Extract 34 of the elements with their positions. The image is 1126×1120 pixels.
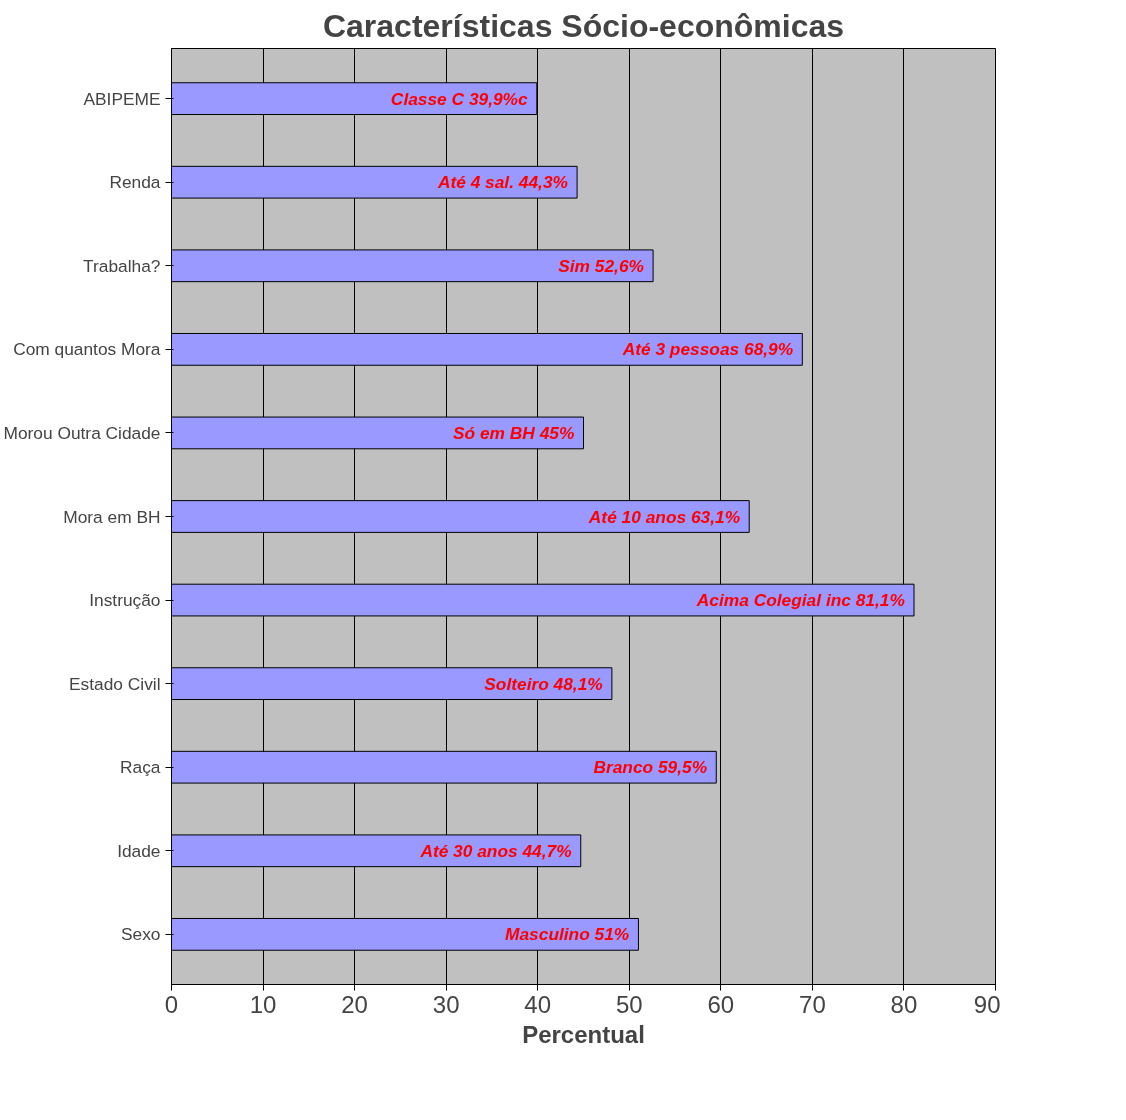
x-tick-label: 10 <box>249 990 277 1018</box>
x-tick-label: 50 <box>615 990 643 1018</box>
data-label: Até 4 sal. 44,3% <box>436 172 568 193</box>
data-label: Solteiro 48,1% <box>484 673 603 694</box>
data-label: Só em BH 45% <box>453 422 575 443</box>
y-tick-label: Estado Civil <box>69 673 161 694</box>
chart-title: Características Sócio-econômicas <box>322 7 845 44</box>
data-label: Até 10 anos 63,1% <box>587 506 741 527</box>
x-tick-label: 60 <box>707 990 735 1018</box>
data-label: Até 3 pessoas 68,9% <box>621 339 794 360</box>
x-tick-label: 90 <box>973 990 1001 1018</box>
x-tick-label: 80 <box>890 990 918 1018</box>
data-label: Masculino 51% <box>505 924 630 945</box>
x-tick-label: 0 <box>164 990 179 1018</box>
y-tick-label: Morou Outra Cidade <box>3 422 161 443</box>
y-tick-label: Raça <box>120 757 161 778</box>
data-label: Até 30 anos 44,7% <box>419 840 572 861</box>
y-tick-label: Mora em BH <box>63 506 161 527</box>
y-tick-label: Com quantos Mora <box>13 339 161 360</box>
y-tick-label: Instrução <box>89 590 161 611</box>
y-tick-label: Trabalha? <box>83 255 161 276</box>
x-tick-label: 20 <box>341 990 368 1018</box>
y-tick-label: Renda <box>109 172 161 193</box>
x-axis-title: Percentual <box>522 1020 645 1048</box>
data-label: Sim 52,6% <box>558 255 644 276</box>
y-tick-label: Sexo <box>121 924 161 945</box>
x-tick-label: 30 <box>432 990 460 1018</box>
y-tick-label: ABIPEME <box>83 88 161 109</box>
data-label: Classe C 39,9%c <box>390 88 529 109</box>
x-tick-label: 40 <box>524 990 552 1018</box>
y-tick-label: Idade <box>117 840 161 861</box>
data-label: Branco 59,5% <box>593 757 708 778</box>
x-tick-label: 70 <box>799 990 826 1018</box>
data-label: Acima Colegial inc 81,1% <box>695 590 905 611</box>
